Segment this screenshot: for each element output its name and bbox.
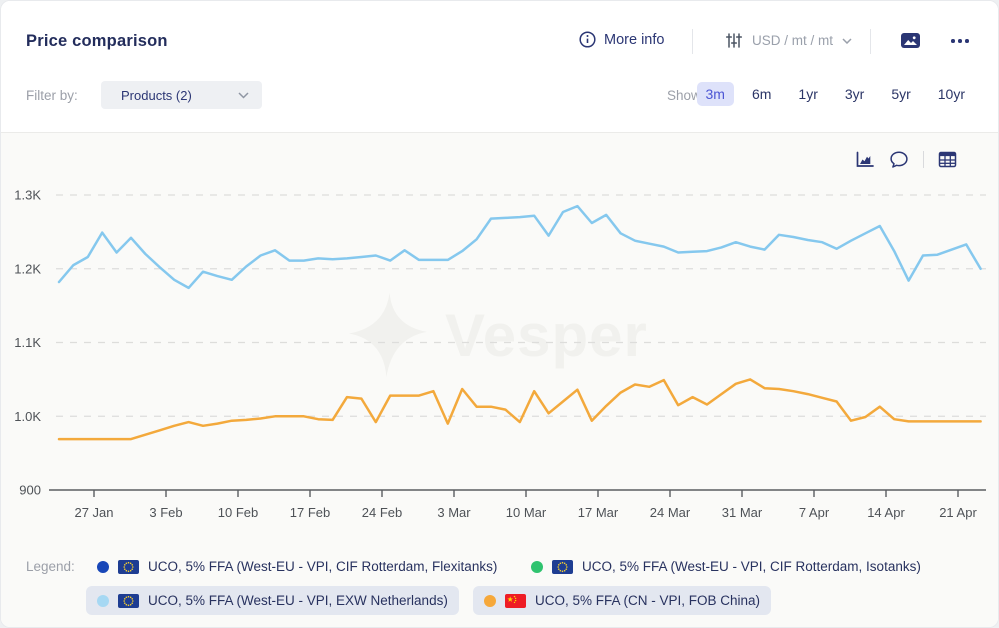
range-button-3yr[interactable]: 3yr bbox=[844, 86, 865, 102]
legend: Legend: UCO, 5% FFA (West-EU - VPI, CIF … bbox=[1, 538, 998, 627]
range-button-1yr[interactable]: 1yr bbox=[798, 86, 818, 102]
header: Price comparison More info USD / mt / mt bbox=[1, 1, 998, 132]
legend-item-3[interactable]: UCO, 5% FFA (CN - VPI, FOB China) bbox=[473, 586, 772, 615]
legend-item-label: UCO, 5% FFA (West-EU - VPI, CIF Rotterda… bbox=[148, 559, 498, 574]
toolbar-divider bbox=[923, 151, 924, 168]
legend-item-2[interactable]: UCO, 5% FFA (West-EU - VPI, EXW Netherla… bbox=[86, 586, 459, 615]
more-info-label: More info bbox=[604, 31, 665, 48]
series-color-dot bbox=[97, 594, 109, 607]
chart-toolbar bbox=[855, 150, 957, 169]
svg-text:10 Feb: 10 Feb bbox=[218, 505, 258, 520]
svg-text:24 Mar: 24 Mar bbox=[650, 505, 691, 520]
info-icon bbox=[579, 31, 596, 48]
svg-text:1.0K: 1.0K bbox=[14, 409, 41, 424]
price-line-chart[interactable]: 1.3K 1.2K 1.1K 1.0K 900 27 Jan 3 Feb 10 Feb 17 F… bbox=[1, 133, 999, 538]
svg-text:7 Apr: 7 Apr bbox=[799, 505, 830, 520]
image-export-icon bbox=[901, 33, 920, 48]
more-options-button[interactable] bbox=[951, 34, 969, 48]
show-label: Show: bbox=[667, 88, 705, 103]
legend-item-1[interactable]: UCO, 5% FFA (West-EU - VPI, CIF Rotterda… bbox=[520, 552, 932, 581]
svg-text:3 Mar: 3 Mar bbox=[437, 505, 471, 520]
legend-item-0[interactable]: UCO, 5% FFA (West-EU - VPI, CIF Rotterda… bbox=[86, 552, 508, 581]
eu-flag-icon bbox=[552, 559, 573, 574]
legend-item-label: UCO, 5% FFA (CN - VPI, FOB China) bbox=[535, 593, 761, 608]
range-button-3m[interactable]: 3m bbox=[696, 82, 734, 106]
time-range-switcher: 3m 6m 1yr 3yr 5yr 10yr bbox=[696, 82, 975, 106]
chart-panel: Vesper 1.3K 1.2K 1.1K 1.0K 900 27 Jan 3 Feb 10 … bbox=[1, 132, 999, 627]
range-button-5yr[interactable]: 5yr bbox=[891, 86, 911, 102]
svg-text:17 Mar: 17 Mar bbox=[578, 505, 619, 520]
series-color-dot bbox=[531, 560, 543, 573]
svg-text:1.2K: 1.2K bbox=[14, 261, 41, 276]
series-color-dot bbox=[484, 594, 496, 607]
products-dropdown-value: Products (2) bbox=[121, 87, 192, 103]
unit-value: USD / mt / mt bbox=[752, 33, 833, 48]
area-chart-icon[interactable] bbox=[855, 151, 875, 169]
filter-by-label: Filter by: bbox=[26, 88, 78, 103]
header-divider bbox=[870, 29, 871, 54]
svg-text:24 Feb: 24 Feb bbox=[362, 505, 402, 520]
cn-flag-icon bbox=[505, 593, 526, 608]
svg-text:1.3K: 1.3K bbox=[14, 188, 41, 203]
svg-text:31 Mar: 31 Mar bbox=[722, 505, 763, 520]
svg-text:14 Apr: 14 Apr bbox=[867, 505, 905, 520]
header-divider bbox=[692, 29, 693, 54]
sliders-icon bbox=[725, 33, 743, 48]
svg-text:1.1K: 1.1K bbox=[14, 335, 41, 350]
products-dropdown[interactable]: Products (2) bbox=[101, 81, 262, 109]
svg-text:3 Feb: 3 Feb bbox=[149, 505, 182, 520]
page-title: Price comparison bbox=[26, 32, 168, 50]
chevron-down-icon bbox=[842, 37, 852, 44]
svg-text:21 Apr: 21 Apr bbox=[939, 505, 977, 520]
range-button-10yr[interactable]: 10yr bbox=[937, 86, 965, 102]
chevron-down-icon bbox=[238, 91, 249, 99]
unit-selector[interactable]: USD / mt / mt bbox=[725, 32, 852, 49]
svg-text:10 Mar: 10 Mar bbox=[506, 505, 547, 520]
comments-icon[interactable] bbox=[889, 150, 909, 169]
legend-item-label: UCO, 5% FFA (West-EU - VPI, CIF Rotterda… bbox=[582, 559, 921, 574]
series-color-dot bbox=[97, 560, 109, 573]
svg-text:17 Feb: 17 Feb bbox=[290, 505, 330, 520]
eu-flag-icon bbox=[118, 593, 139, 608]
more-info-button[interactable]: More info bbox=[579, 31, 664, 48]
data-table-icon[interactable] bbox=[938, 151, 957, 168]
svg-text:900: 900 bbox=[19, 483, 41, 498]
image-export-button[interactable] bbox=[900, 31, 921, 55]
svg-text:27 Jan: 27 Jan bbox=[74, 505, 113, 520]
legend-item-label: UCO, 5% FFA (West-EU - VPI, EXW Netherla… bbox=[148, 593, 448, 608]
eu-flag-icon bbox=[118, 559, 139, 574]
range-button-6m[interactable]: 6m bbox=[751, 86, 772, 102]
ellipsis-icon bbox=[951, 39, 955, 43]
legend-label: Legend: bbox=[26, 559, 75, 574]
